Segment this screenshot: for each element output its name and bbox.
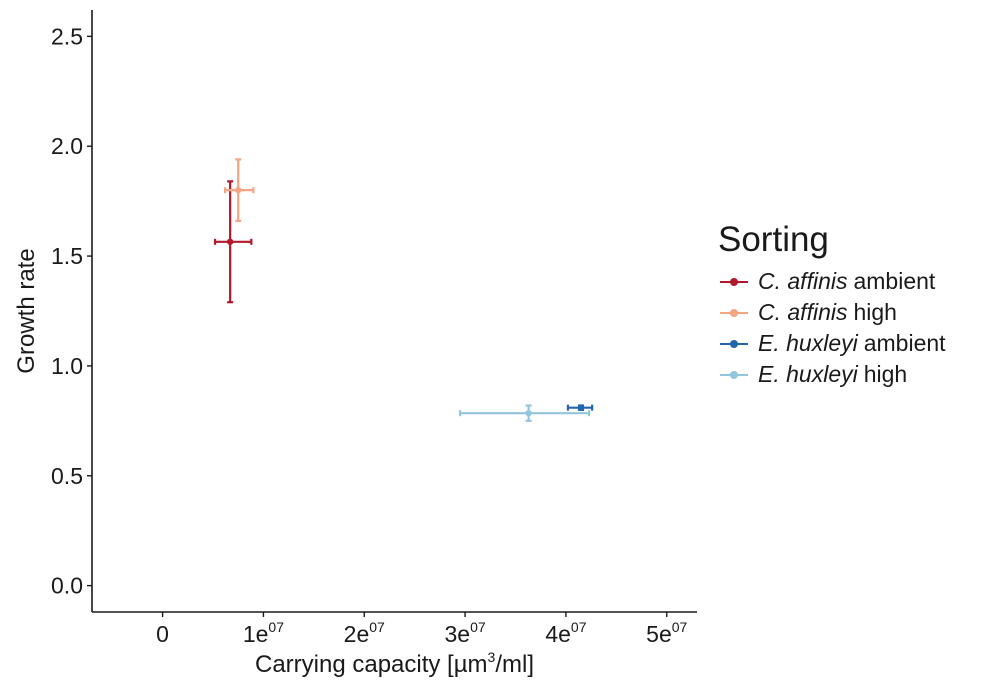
data-point [525, 409, 532, 417]
x-tick-label: 3e07 [444, 619, 485, 647]
legend-title: Sorting [718, 220, 829, 259]
x-axis-title: Carrying capacity [µm3/ml] [255, 649, 534, 678]
x-tick-label: 2e07 [344, 619, 385, 647]
legend-level: ambient [863, 330, 946, 356]
legend-entry: E. huxleyi high [718, 359, 946, 390]
x-tick-label: 1e07 [243, 619, 284, 647]
y-tick-label: 2.5 [51, 23, 83, 49]
legend-species: C. affinis [758, 299, 848, 325]
legend-entry: C. affinis high [718, 297, 946, 328]
x-tick-label: 4e07 [545, 619, 586, 647]
x-tick-label: 0 [156, 621, 169, 647]
series-e-huxleyi-ambient [566, 404, 594, 411]
legend-key [718, 337, 750, 351]
legend-entry: E. huxleyi ambient [718, 328, 946, 359]
legend: Sorting C. affinis ambient C. affinis high E… [718, 218, 946, 390]
legend-key [718, 275, 750, 289]
y-tick-label: 0.0 [51, 573, 83, 599]
data-point [226, 238, 234, 245]
legend-level: high [853, 299, 897, 325]
legend-species: E. huxleyi [758, 330, 858, 356]
y-tick-label: 1.0 [51, 353, 83, 379]
data-point [577, 404, 585, 411]
x-tick-label: 5e07 [646, 619, 687, 647]
legend-species: E. huxleyi [758, 361, 858, 387]
y-tick-label: 2.0 [51, 133, 83, 159]
legend-entry: C. affinis ambient [718, 266, 946, 297]
series-c-affinis-high [224, 158, 255, 223]
y-tick-label: 1.5 [51, 243, 83, 269]
legend-level: ambient [853, 268, 936, 294]
y-tick-label: 0.5 [51, 463, 83, 489]
legend-key [718, 368, 750, 382]
data-point [235, 186, 242, 194]
legend-species: C. affinis [758, 268, 848, 294]
series-c-affinis-ambient [213, 180, 253, 304]
y-axis-title: Growth rate [13, 248, 40, 373]
series-e-huxleyi-high [458, 404, 591, 422]
legend-level: high [863, 361, 908, 387]
legend-key [718, 306, 750, 320]
